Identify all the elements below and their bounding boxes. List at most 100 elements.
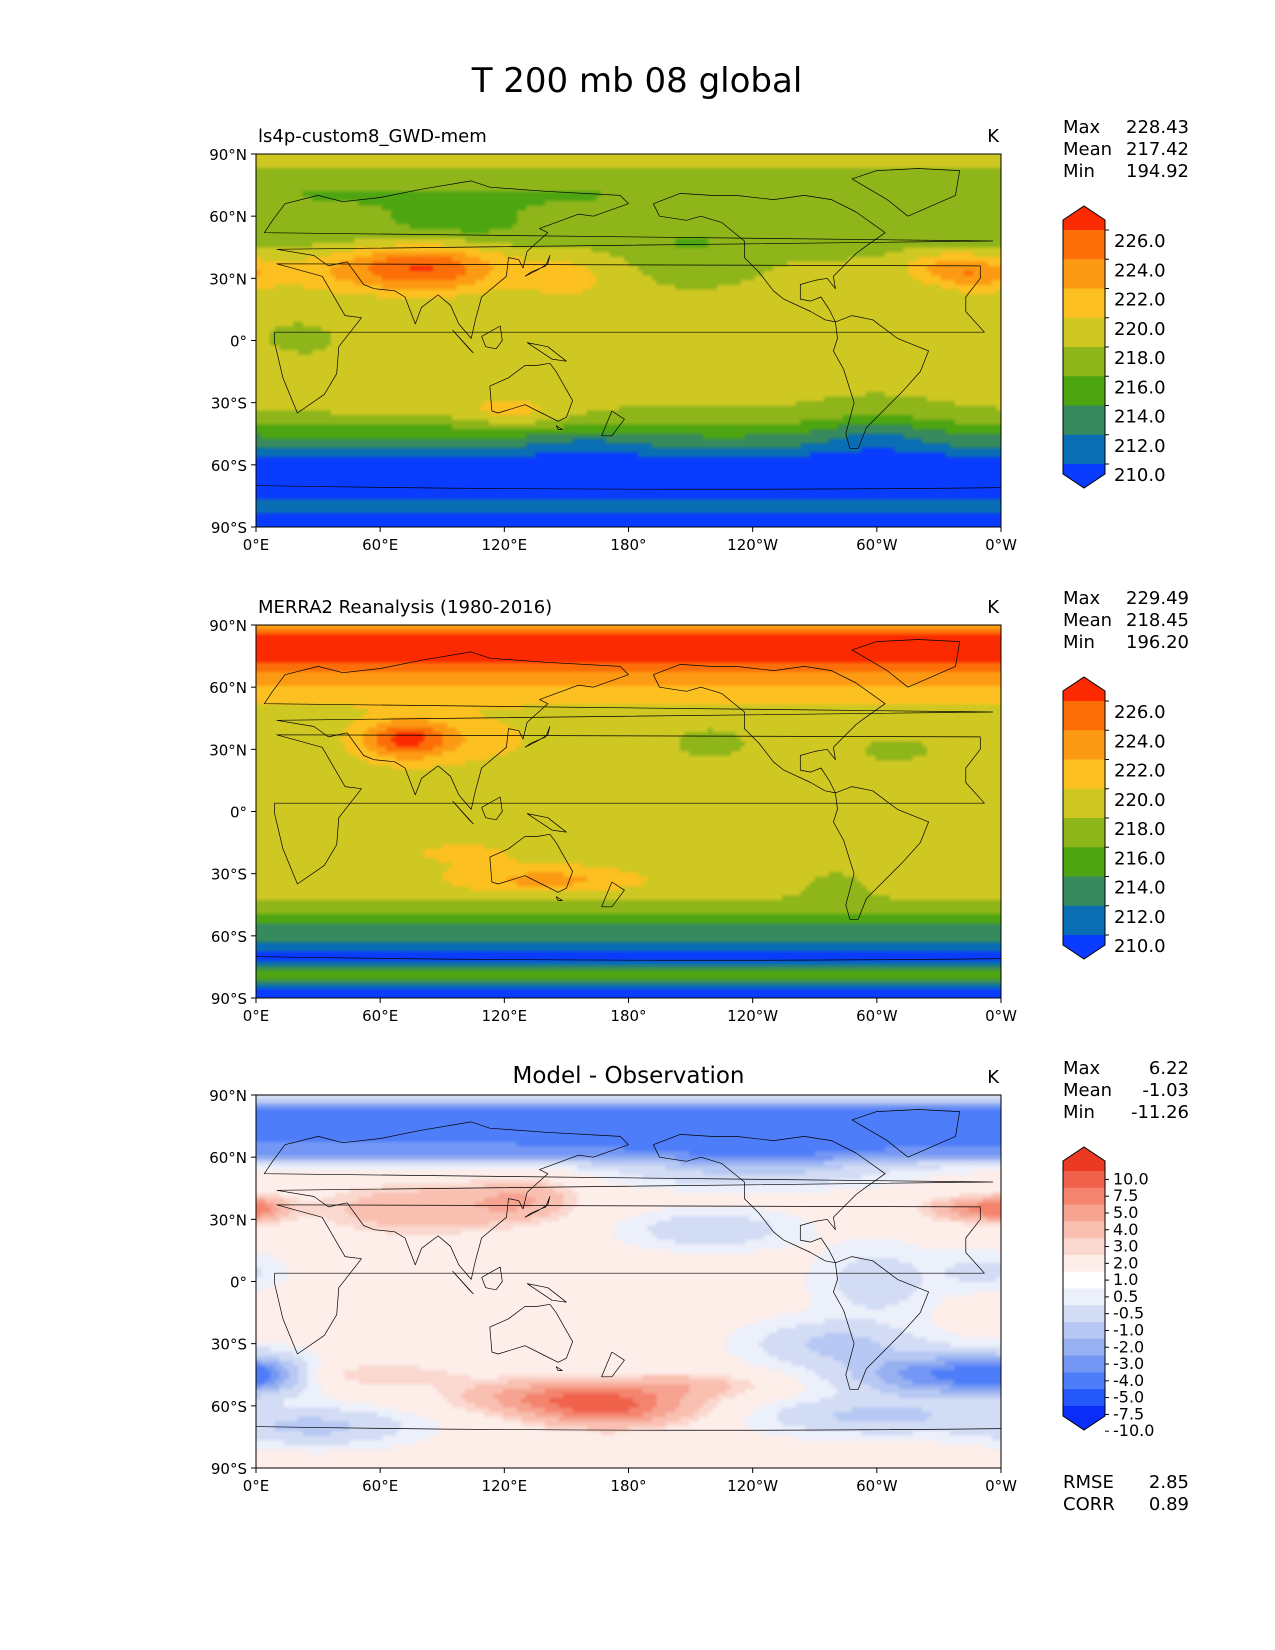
lat-label: 90°S xyxy=(211,990,247,1008)
colorbar-tick-label: 214.0 xyxy=(1114,407,1166,428)
lon-label: 0°E xyxy=(243,1477,270,1495)
antarctica-coast xyxy=(256,1426,1001,1431)
panel-obs: 90°N 60°N 30°N 0° 30°S 60°S 90°S0°E 60°E 120°E 18… xyxy=(209,588,1189,1025)
colorbar-tick-label: 216.0 xyxy=(1114,848,1166,869)
stat-value-min: 194.92 xyxy=(1126,161,1189,182)
coastline-1 xyxy=(263,651,994,810)
lat-label: 60°S xyxy=(211,457,247,475)
lat-label: 30°S xyxy=(211,395,247,413)
coastline-3 xyxy=(526,342,567,362)
coastline-2 xyxy=(489,362,573,422)
coastline-7 xyxy=(652,1134,886,1264)
stat-label-max: Max xyxy=(1063,588,1101,609)
colorbar-tick-label: 1.0 xyxy=(1113,1270,1138,1289)
units-label: K xyxy=(987,597,1000,618)
colorbar-outline xyxy=(1062,205,1106,489)
stat-label-max: Max xyxy=(1063,117,1101,138)
colorbar-tick-label: -3.0 xyxy=(1113,1354,1144,1373)
stat-label-max: Max xyxy=(1063,1058,1101,1079)
colorbar-segment xyxy=(1063,701,1105,731)
colorbar-tick-label: 5.0 xyxy=(1113,1203,1138,1222)
coastline-5 xyxy=(481,796,503,821)
colorbar-segment xyxy=(1063,1271,1105,1290)
colorbar-tick-label: 220.0 xyxy=(1114,790,1166,811)
colorbar-segment xyxy=(1063,317,1105,348)
lon-label: 60°W xyxy=(856,536,898,554)
coastline-0 xyxy=(274,734,985,885)
lon-label: 0°W xyxy=(985,536,1017,554)
stat-label-min: Min xyxy=(1063,161,1095,182)
colorbar: 226.0 224.0 222.0 220.0 218.0 216.0 214.0 212.0… xyxy=(1062,205,1166,489)
coastline-4 xyxy=(452,800,474,825)
colorbar-segment xyxy=(1063,1355,1105,1374)
coastline-9 xyxy=(851,639,960,688)
colorbar-extend-bottom xyxy=(1063,464,1105,488)
colorbar-tick-label: 224.0 xyxy=(1114,260,1166,281)
coastline-8 xyxy=(833,1256,929,1390)
stat-label-corr: CORR xyxy=(1063,1494,1115,1515)
colorbar-tick-label: 210.0 xyxy=(1114,465,1166,486)
lat-label: 60°S xyxy=(211,928,247,946)
colorbar-segment xyxy=(1063,730,1105,761)
stat-label-mean: Mean xyxy=(1063,610,1112,631)
colorbar-tick-label: 220.0 xyxy=(1114,319,1166,340)
colorbar-extend-top xyxy=(1063,677,1105,701)
colorbar-tick-label: -2.0 xyxy=(1113,1337,1144,1356)
coastlines xyxy=(256,1109,1001,1431)
stat-value-max: 6.22 xyxy=(1149,1058,1189,1079)
panel-diff: 90°N 60°N 30°N 0° 30°S 60°S 90°S0°E 60°E 120°E 18… xyxy=(209,1058,1189,1515)
lat-label: 90°N xyxy=(209,1087,247,1105)
stat-label-mean: Mean xyxy=(1063,139,1112,160)
stat-label-min: Min xyxy=(1063,1102,1095,1123)
coastline-6 xyxy=(524,726,551,748)
colorbar-segment xyxy=(1063,847,1105,878)
colorbar-segment xyxy=(1063,1322,1105,1340)
panel-title: Model - Observation xyxy=(512,1063,744,1089)
colorbar-tick-label: -5.0 xyxy=(1113,1388,1144,1407)
lon-label: 0°W xyxy=(985,1007,1017,1025)
map-field xyxy=(256,154,1001,527)
lon-label: 60°E xyxy=(362,1007,398,1025)
colorbar-extend-bottom xyxy=(1063,1406,1105,1430)
colorbar-segment xyxy=(1063,759,1105,790)
stats-block: Max 229.49 Mean 218.45 Min 196.20 xyxy=(1063,588,1189,653)
panel-title: ls4p-custom8_GWD-mem xyxy=(258,126,487,147)
colorbar-tick-label: -1.0 xyxy=(1113,1320,1144,1339)
map-field xyxy=(256,1095,1001,1468)
colorbar-tick-label: 226.0 xyxy=(1114,231,1166,252)
lat-label: 90°S xyxy=(211,1460,247,1478)
map-field xyxy=(256,625,1001,998)
colorbar: 226.0 224.0 222.0 220.0 218.0 216.0 214.0 212.0… xyxy=(1062,676,1166,960)
lon-label: 0°E xyxy=(243,536,270,554)
colorbar-segment xyxy=(1063,1372,1105,1390)
lon-label: 0°W xyxy=(985,1477,1017,1495)
stat-label-mean: Mean xyxy=(1063,1080,1112,1101)
colorbar-segment xyxy=(1063,347,1105,377)
lat-label: 0° xyxy=(230,804,247,822)
stats-block: Max 228.43 Mean 217.42 Min 194.92 xyxy=(1063,117,1189,182)
coastline-4 xyxy=(452,329,474,354)
stat-label-rmse: RMSE xyxy=(1063,1472,1114,1493)
colorbar-outline xyxy=(1062,676,1106,960)
colorbar-segment xyxy=(1063,1221,1105,1239)
colorbar-extend-bottom xyxy=(1063,935,1105,959)
lon-label: 180° xyxy=(610,536,646,554)
colorbar-extend-top xyxy=(1063,1147,1105,1171)
colorbar-tick-label: 212.0 xyxy=(1114,436,1166,457)
colorbar-segment xyxy=(1063,376,1105,407)
colorbar-tick-label: 4.0 xyxy=(1113,1220,1138,1239)
stat-value-max: 228.43 xyxy=(1126,117,1189,138)
colorbar-tick-label: 210.0 xyxy=(1114,936,1166,957)
stats-block: Max 6.22 Mean -1.03 Min -11.26 xyxy=(1063,1058,1189,1123)
coastline-5 xyxy=(481,1266,503,1291)
panel-title: MERRA2 Reanalysis (1980-2016) xyxy=(258,597,552,618)
coastline-10 xyxy=(555,896,563,901)
stat-value-max: 229.49 xyxy=(1126,588,1189,609)
lat-label: 60°N xyxy=(209,1149,247,1167)
colorbar-segment xyxy=(1063,905,1105,936)
colorbar-segment xyxy=(1063,288,1105,319)
lon-label: 120°W xyxy=(727,536,778,554)
colorbar-segment xyxy=(1063,230,1105,260)
colorbar-segment xyxy=(1063,1288,1105,1306)
coastline-4 xyxy=(452,1270,474,1295)
